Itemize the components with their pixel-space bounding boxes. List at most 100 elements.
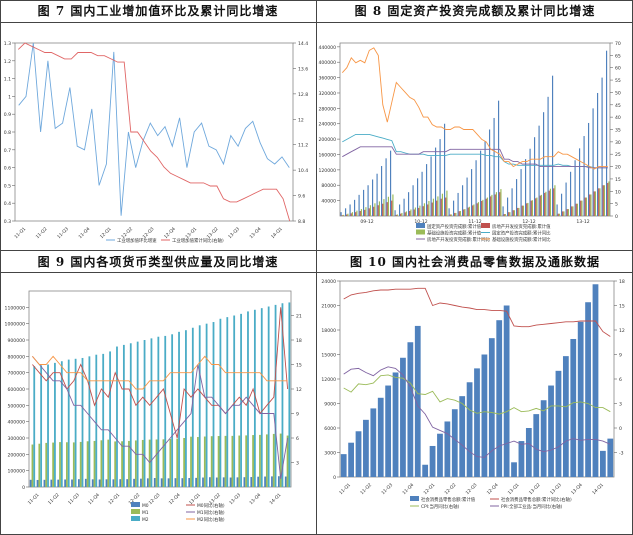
y-left-tick-label: 21000 — [321, 304, 336, 310]
series-bar — [134, 440, 137, 487]
series-bar — [596, 92, 599, 216]
series-bar — [429, 445, 436, 477]
y-left-tick-label: 0.7 — [4, 148, 11, 154]
series-bar — [445, 197, 447, 216]
series-bar — [205, 323, 208, 487]
x-tick-label: 13-12 — [576, 219, 589, 225]
series-bar — [364, 209, 366, 216]
series-bar — [252, 435, 254, 487]
x-tick-label: 11-Q1 — [13, 226, 27, 240]
series-bar — [128, 440, 130, 487]
series-bar — [607, 438, 614, 477]
series-bar — [116, 346, 118, 487]
series-bar — [542, 112, 545, 216]
series-bar — [544, 192, 546, 216]
series-bar — [356, 210, 358, 216]
series-bar — [178, 331, 180, 487]
y-left-tick-label: 120000 — [318, 168, 336, 174]
series-bar — [583, 136, 585, 216]
y-left-tick-label: 3000 — [324, 451, 336, 457]
series-bar — [155, 439, 158, 487]
series-bar — [267, 306, 270, 487]
chart-retail-and-inflation: 0 3000 6000 9000 12000 15000 18000 21000 24000 -3… — [321, 279, 625, 510]
series-bar — [452, 200, 455, 216]
series-bar — [558, 213, 561, 216]
series-bar — [52, 442, 55, 487]
series-bar — [488, 338, 495, 477]
series-bar — [400, 357, 406, 477]
series-bar — [191, 327, 194, 487]
series-bar — [54, 362, 56, 487]
legend-swatch — [416, 229, 425, 235]
series-bar — [122, 344, 125, 487]
chart-fixed-asset-investment: 40000 80000 120000 160000 200000 240000 280000… — [318, 41, 621, 243]
series-bar — [571, 206, 573, 216]
y-left-tick-label: 0 — [22, 485, 25, 491]
series-bar — [47, 364, 49, 487]
legend-swatch — [410, 496, 419, 501]
series-bar — [490, 196, 492, 216]
x-tick-label: 13-Q4 — [248, 492, 262, 506]
x-tick-label: 14-Q1 — [591, 482, 605, 496]
y-right-tick-label: 3 — [296, 461, 299, 467]
series-bar — [392, 372, 399, 477]
y-left-tick-label: 1000000 — [5, 322, 26, 328]
series-bar — [265, 434, 268, 487]
series-bar — [188, 478, 191, 487]
series-bar — [403, 198, 405, 216]
x-tick-label: 12-Q4 — [486, 482, 500, 496]
series-bar — [279, 433, 282, 487]
series-bar — [392, 194, 394, 216]
series-bar — [574, 160, 576, 216]
x-tick-label: 12-Q3 — [148, 492, 162, 506]
y-left-tick-label: 6000 — [324, 426, 336, 432]
y-right-tick-label: 0 — [619, 426, 622, 432]
series-bar — [517, 207, 519, 216]
series-line — [343, 287, 611, 337]
series-bar — [446, 190, 448, 216]
x-tick-label: 12-Q1 — [107, 492, 121, 506]
series-bar — [360, 209, 363, 216]
series-bar — [576, 203, 579, 216]
series-bar — [105, 479, 108, 487]
legend-label: M2同比(右轴) — [197, 516, 225, 523]
y-left-tick-label: 400000 — [7, 420, 25, 426]
series-bar — [351, 212, 354, 216]
y-right-tick-label: 35 — [615, 128, 621, 134]
series-bar — [347, 213, 349, 216]
x-tick-label: 11-Q3 — [56, 226, 70, 240]
series-bar — [190, 436, 192, 487]
y-left-tick-label: 40000 — [321, 199, 336, 205]
x-tick-label: 13-Q3 — [228, 492, 242, 506]
series-bar — [419, 205, 421, 216]
y-left-tick-label: 80000 — [321, 183, 336, 189]
series-bar — [531, 200, 534, 216]
y-left-tick-label: 700000 — [7, 371, 25, 377]
series-bar — [146, 478, 149, 487]
series-line — [341, 47, 608, 170]
series-bar — [59, 442, 61, 487]
series-bar — [475, 160, 477, 216]
series-bar — [376, 173, 378, 216]
series-bar — [382, 203, 384, 216]
legend-label: 固定资产投资完成额:累计值 — [427, 223, 482, 230]
series-bar — [272, 433, 275, 487]
series-bar — [605, 50, 608, 216]
series-bar — [121, 441, 123, 487]
y-right-tick-label: 12 — [619, 328, 625, 334]
series-bar — [423, 203, 426, 216]
series-bar — [219, 318, 222, 487]
series-bar — [171, 334, 174, 487]
series-bar — [414, 207, 417, 216]
y-right-tick-label: 11.2 — [298, 143, 308, 149]
series-bar — [98, 479, 101, 487]
x-tick-label: 11-Q4 — [87, 492, 101, 506]
series-bar — [370, 408, 377, 477]
series-bar — [533, 137, 536, 216]
y-right-tick-label: 0 — [615, 214, 618, 220]
y-left-tick-label: 24000 — [321, 279, 336, 285]
series-bar — [427, 204, 429, 216]
series-bar — [349, 204, 351, 216]
series-bar — [540, 400, 547, 477]
series-bar — [497, 100, 500, 216]
